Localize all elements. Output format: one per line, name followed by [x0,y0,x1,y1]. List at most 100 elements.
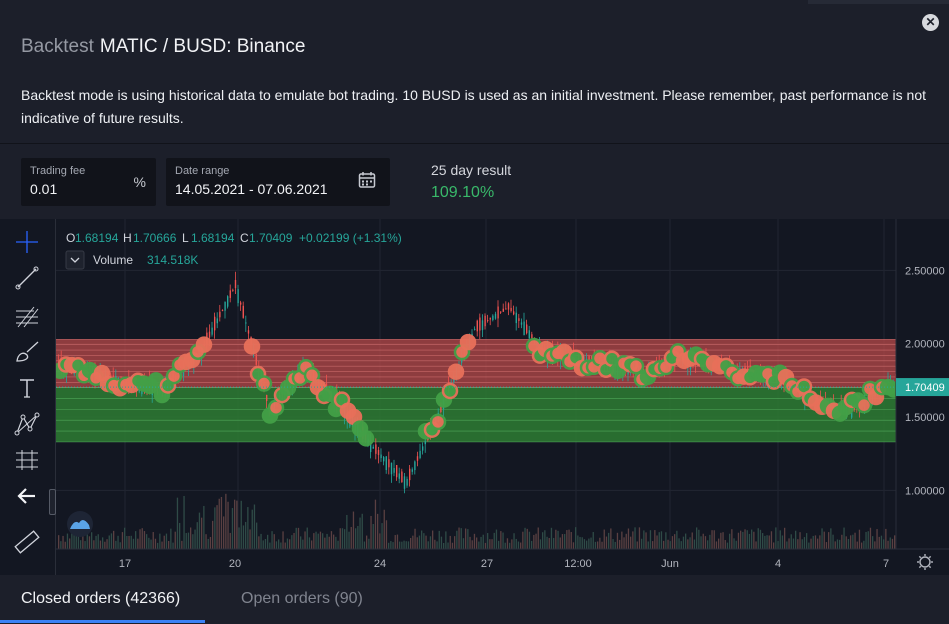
toolbar-collapse-handle[interactable] [49,489,56,515]
volume-bar [513,533,515,549]
volume-bar [693,539,696,549]
close-icon: ✕ [925,15,936,29]
volume-bar [423,533,425,549]
tab-open-orders[interactable]: Open orders (90) [241,590,363,607]
date-range-input[interactable]: 14.05.2021 - 07.06.2021 [175,181,328,197]
volume-bar [509,542,511,549]
tab-closed-orders[interactable]: Closed orders (42366) [21,590,181,607]
volume-bar [62,535,64,549]
current-price-value: 1.70409 [905,382,945,394]
volume-bar [330,531,333,549]
volume-bar [566,530,568,549]
ohlc-open-value: 1.68194 [75,231,119,245]
trade-marker [855,396,873,414]
trend-line-icon[interactable] [12,263,42,293]
price-chart[interactable]: 2.50000 2.00000 1.50000 1.00000 1.70409 17 20 2… [56,219,949,575]
volume-bar [119,542,121,549]
candle-body [229,290,231,298]
volume-bar [550,527,553,549]
candle-body [409,468,411,481]
volume-bar [212,520,214,549]
volume-bar [834,541,836,549]
volume-bar [69,538,71,549]
back-arrow-icon[interactable] [12,481,42,511]
date-range-field[interactable]: Date range 14.05.2021 - 07.06.2021 [166,158,390,206]
volume-bar [678,538,680,549]
volume-bar [803,537,806,549]
ruler-icon[interactable] [12,527,42,557]
candle-body [505,308,507,310]
volume-bar [476,537,478,549]
candle-body [510,307,512,312]
volume-bar [735,540,737,549]
volume-bar [572,542,575,549]
date-range-label: Date range [175,165,230,177]
volume-bar [632,531,634,549]
candle-body [401,471,403,483]
volume-bar [704,536,707,549]
volume-bar [148,537,150,549]
volume-bar [636,541,638,549]
volume-bar [806,533,808,549]
trading-fee-field[interactable]: Trading fee 0.01 % [21,158,156,206]
measure-icon[interactable] [12,445,42,475]
volume-bar [121,532,124,549]
volume-bar [363,541,366,549]
volume-bar [388,542,390,549]
text-icon[interactable] [12,373,42,403]
volume-bar [795,530,797,549]
close-button[interactable]: ✕ [922,14,939,31]
volume-bar [390,541,392,549]
candle-body [393,468,395,473]
volume-bar [216,505,218,549]
volume-collapse-button[interactable] [65,250,85,270]
volume-bar [854,532,856,549]
candle-body [484,315,486,327]
calendar-icon[interactable] [358,171,376,189]
trading-fee-input[interactable]: 0.01 [30,181,58,197]
volume-bar [498,540,500,549]
settings-icon-tooth [928,555,932,559]
fib-icon[interactable] [12,301,42,331]
volume-bar [143,531,146,549]
volume-bar [676,530,678,549]
brush-icon[interactable] [12,337,42,367]
trade-marker [429,413,447,431]
volume-bar [324,537,326,549]
ohlc-open-label: O [66,231,75,245]
volume-bar [207,538,209,549]
volume-bar [883,539,885,549]
volume-bar [656,535,658,549]
volume-bar [377,513,379,549]
volume-bar [416,537,418,549]
pair-title: MATIC / BUSD: Binance [99,36,306,57]
volume-bar [660,531,663,549]
pattern-icon[interactable] [12,409,42,439]
volume-bar [335,536,337,549]
volume-bar [344,529,346,549]
volume-bar [878,536,880,549]
volume-bar [381,523,383,549]
candle-body [513,311,515,315]
volume-bar [867,531,869,549]
volume-bar [559,537,561,549]
candle-body [502,308,504,312]
volume-bar [702,533,704,549]
volume-bar [641,538,643,549]
crosshair-icon[interactable] [12,227,42,257]
chart-panel[interactable]: 2.50000 2.00000 1.50000 1.00000 1.70409 17 20 2… [0,219,949,575]
volume-bar [425,535,427,549]
volume-bar [236,500,238,549]
volume-bar [359,517,361,549]
volume-bar [278,539,280,549]
trading-fee-label: Trading fee [30,165,86,177]
ohlc-close-value: 1.70409 [249,231,293,245]
volume-bar [531,540,533,549]
volume-bar [489,539,491,549]
volume-bar [621,531,623,549]
volume-bar [352,511,355,549]
candle-body [245,322,247,324]
volume-bar [124,527,126,549]
settings-icon[interactable] [919,556,931,568]
settings-icon-tooth [918,565,922,569]
